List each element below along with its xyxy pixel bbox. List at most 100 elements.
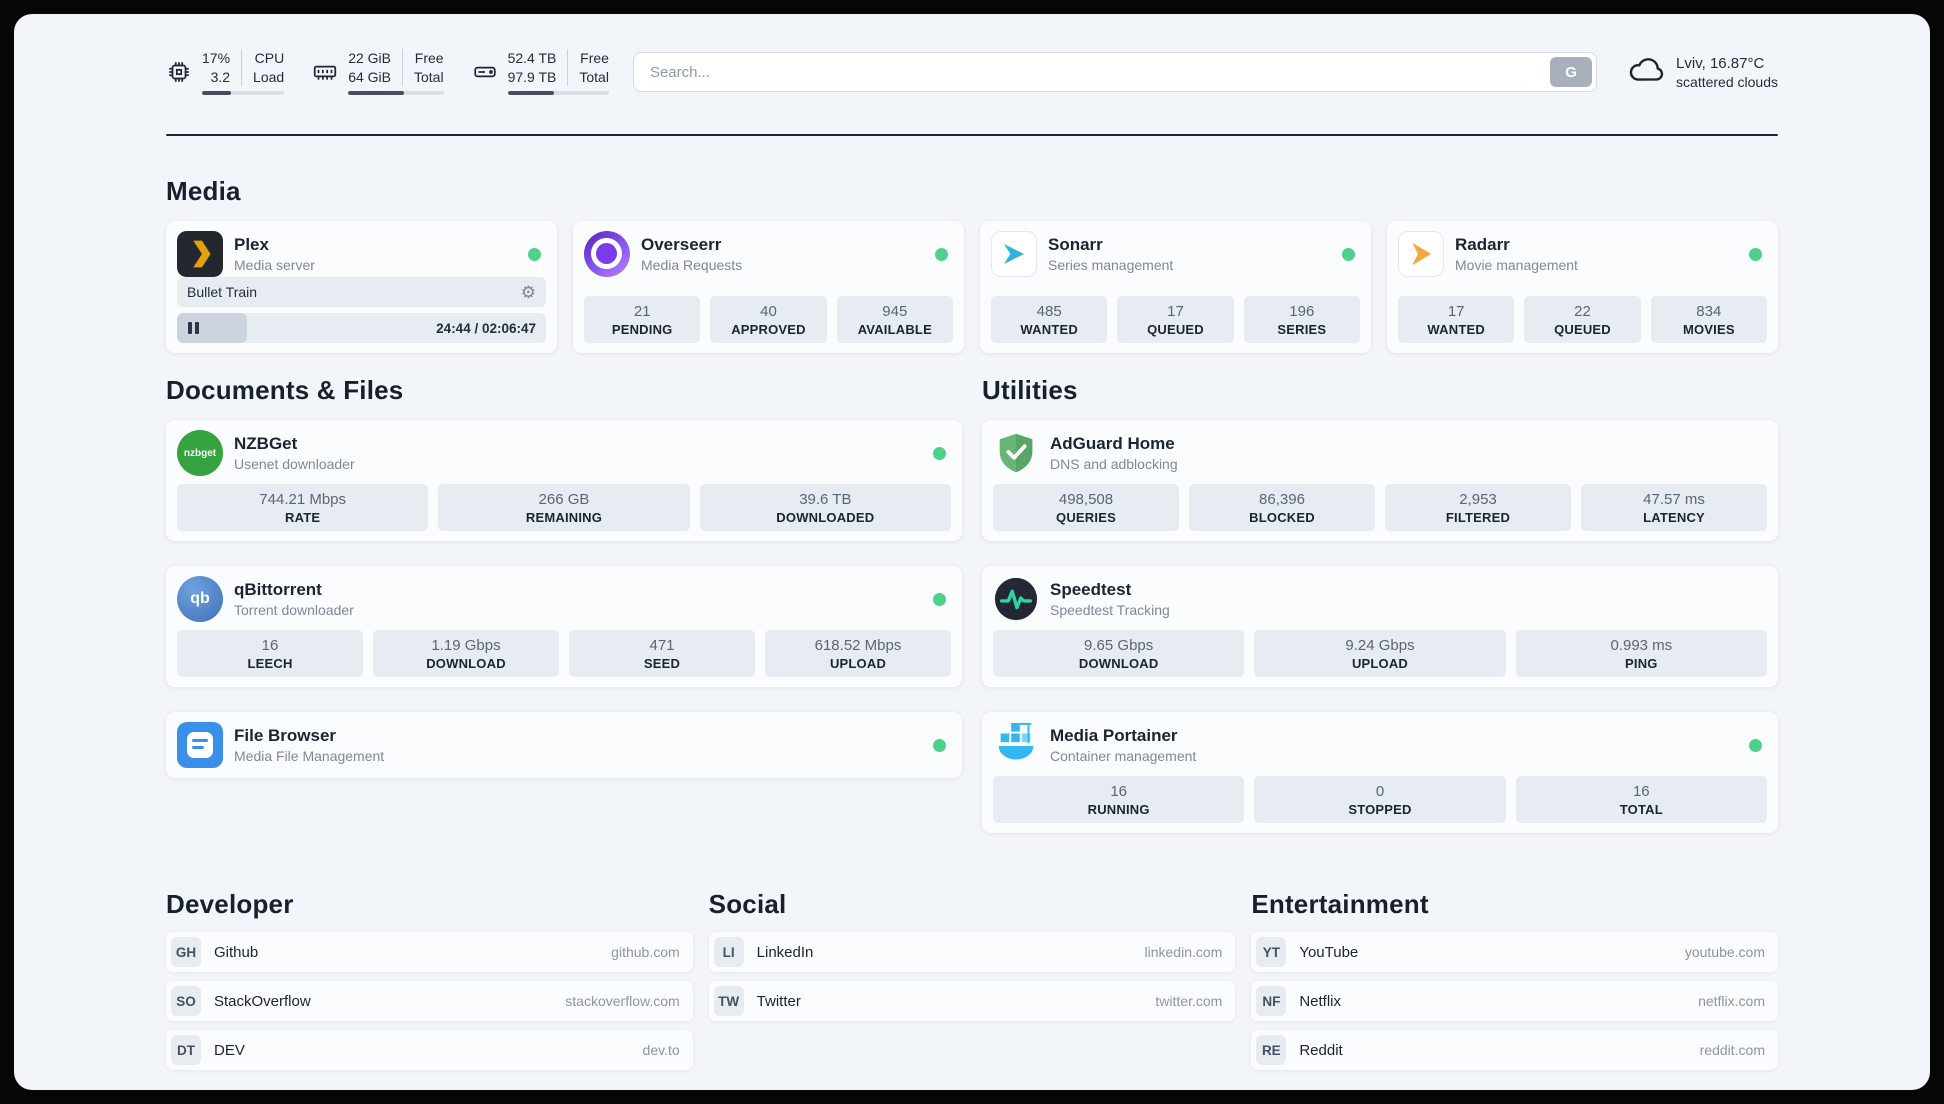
stat-box: 21 PENDING: [584, 296, 701, 343]
app-name: Overseerr: [641, 235, 722, 254]
pause-icon[interactable]: [188, 322, 199, 334]
bookmarks-social: Social LI LinkedIn linkedin.com TW Twitt…: [708, 889, 1236, 1070]
stat-box: 17 WANTED: [1398, 296, 1515, 343]
stat-box: 22 QUEUED: [1524, 296, 1641, 343]
nzbget-icon: nzbget: [177, 430, 223, 476]
app-link-plex[interactable]: Plex Media server: [177, 231, 315, 277]
gear-icon[interactable]: ⚙: [520, 282, 536, 302]
status-dot: [528, 247, 541, 261]
app-link-adguard[interactable]: AdGuard Home DNS and adblocking: [993, 430, 1178, 476]
bookmark-abbr: LI: [713, 937, 744, 967]
stat-box: 2,953 FILTERED: [1385, 484, 1571, 531]
top-bar: 17% 3.2 CPU Load: [166, 44, 1778, 100]
app-link-sonarr[interactable]: Sonarr Series management: [991, 231, 1173, 277]
stats-row: 16 LEECH 1.19 Gbps DOWNLOAD 471 SEED 618…: [177, 622, 951, 677]
bookmark-name: Github: [214, 943, 259, 961]
stat-value: 471: [649, 637, 675, 654]
app-link-overseerr[interactable]: Overseerr Media Requests: [584, 231, 742, 277]
bookmark-netflix[interactable]: NF Netflix netflix.com: [1251, 981, 1778, 1021]
disk-free-value: 52.4 TB: [507, 50, 557, 67]
bookmark-abbr: SO: [171, 986, 201, 1016]
app-card-adguard: AdGuard Home DNS and adblocking 498,508 …: [982, 420, 1778, 541]
ram-metric: 22 GiB 64 GiB Free Total: [312, 49, 444, 95]
cpu-label-bottom: Load: [253, 68, 285, 85]
stats-row: 498,508 QUERIES 86,396 BLOCKED 2,953 FIL…: [993, 476, 1767, 531]
app-link-speedtest[interactable]: Speedtest Speedtest Tracking: [993, 576, 1170, 622]
portainer-icon: [993, 722, 1039, 768]
bookmarks-section: Developer GH Github github.com SO StackO…: [166, 889, 1778, 1070]
bookmark-github[interactable]: GH Github github.com: [166, 932, 693, 972]
qbittorrent-icon-label: qb: [190, 590, 210, 607]
stat-value: 16: [261, 637, 279, 654]
section-title-entertainment: Entertainment: [1251, 889, 1429, 919]
filebrowser-icon: [177, 722, 223, 768]
stat-value: 17: [1447, 303, 1465, 320]
app-desc: DNS and adblocking: [1050, 456, 1178, 472]
stat-value: 0.993 ms: [1610, 637, 1673, 654]
stat-box: 16 RUNNING: [993, 776, 1245, 823]
stat-label: APPROVED: [731, 322, 806, 337]
middle-columns: Documents & Files nzbget NZBGet Usenet d…: [166, 375, 1778, 833]
app-link-portainer[interactable]: Media Portainer Container management: [993, 722, 1196, 768]
bookmark-url: youtube.com: [1684, 944, 1765, 960]
stat-value: 47.57 ms: [1643, 491, 1705, 508]
bookmark-name: StackOverflow: [214, 992, 311, 1010]
app-card-qbittorrent: qb qBittorrent Torrent downloader 16 LEE…: [166, 566, 962, 687]
bookmark-url: dev.to: [642, 1042, 680, 1058]
qbittorrent-icon: qb: [177, 576, 223, 622]
stat-box: 471 SEED: [569, 630, 755, 677]
bookmark-youtube[interactable]: YT YouTube youtube.com: [1251, 932, 1778, 972]
stat-label: WANTED: [1427, 322, 1485, 337]
bookmark-stackoverflow[interactable]: SO StackOverflow stackoverflow.com: [166, 981, 693, 1021]
bookmark-abbr: YT: [1256, 937, 1287, 967]
search-engine-button[interactable]: G: [1550, 57, 1593, 87]
bookmark-abbr: RE: [1256, 1035, 1287, 1065]
app-name: Media Portainer: [1050, 726, 1178, 745]
stat-box: 40 APPROVED: [710, 296, 827, 343]
app-desc: Torrent downloader: [234, 602, 354, 618]
stat-label: TOTAL: [1619, 802, 1663, 817]
app-link-filebrowser[interactable]: File Browser Media File Management: [177, 722, 384, 768]
bookmark-name: YouTube: [1299, 943, 1359, 961]
bookmark-name: DEV: [214, 1041, 245, 1059]
app-link-qbittorrent[interactable]: qb qBittorrent Torrent downloader: [177, 576, 354, 622]
section-media: Media Plex Media server: [166, 176, 1778, 353]
stat-value: 1.19 Gbps: [431, 637, 501, 654]
metric-separator: [567, 49, 569, 86]
disk-label-bottom: Total: [579, 68, 609, 85]
now-playing-title: Bullet Train: [187, 284, 258, 300]
app-name: NZBGet: [234, 434, 298, 453]
bookmark-twitter[interactable]: TW Twitter twitter.com: [708, 981, 1236, 1021]
bookmark-url: github.com: [611, 944, 680, 960]
app-link-nzbget[interactable]: nzbget NZBGet Usenet downloader: [177, 430, 355, 476]
section-utilities: Utilities AdGuard Home: [982, 375, 1778, 833]
bookmark-reddit[interactable]: RE Reddit reddit.com: [1251, 1030, 1778, 1070]
player-progress-bar[interactable]: 24:44 / 02:06:47: [177, 313, 546, 343]
bookmark-linkedin[interactable]: LI LinkedIn linkedin.com: [708, 932, 1236, 972]
app-desc: Usenet downloader: [234, 456, 355, 472]
disk-progress-fill: [507, 90, 555, 95]
cpu-icon: [166, 59, 192, 85]
bookmark-dev[interactable]: DT DEV dev.to: [166, 1030, 693, 1070]
app-card-nzbget: nzbget NZBGet Usenet downloader 744.21 M…: [166, 420, 962, 541]
bookmark-url: twitter.com: [1155, 993, 1223, 1009]
stats-row: 485 WANTED 17 QUEUED 196 SERIES: [991, 288, 1360, 343]
search-bar: G: [632, 52, 1598, 92]
search-input[interactable]: [632, 52, 1598, 92]
app-name: qBittorrent: [234, 580, 322, 599]
app-link-radarr[interactable]: Radarr Movie management: [1398, 231, 1578, 277]
bookmark-url: reddit.com: [1699, 1042, 1765, 1058]
stat-value: 485: [1036, 303, 1062, 320]
system-metrics: 17% 3.2 CPU Load: [166, 49, 609, 95]
status-dot: [1749, 247, 1762, 261]
stat-label: MOVIES: [1682, 322, 1735, 337]
metric-separator: [241, 49, 243, 86]
weather-widget[interactable]: Lviv, 16.87°C scattered clouds: [1627, 51, 1778, 94]
stat-label: AVAILABLE: [857, 322, 932, 337]
overseerr-icon: [584, 231, 630, 277]
status-dot: [935, 247, 948, 261]
stat-label: RATE: [285, 510, 321, 525]
speedtest-icon: [993, 576, 1039, 622]
stat-label: UPLOAD: [1351, 656, 1409, 671]
stat-label: STOPPED: [1348, 802, 1412, 817]
